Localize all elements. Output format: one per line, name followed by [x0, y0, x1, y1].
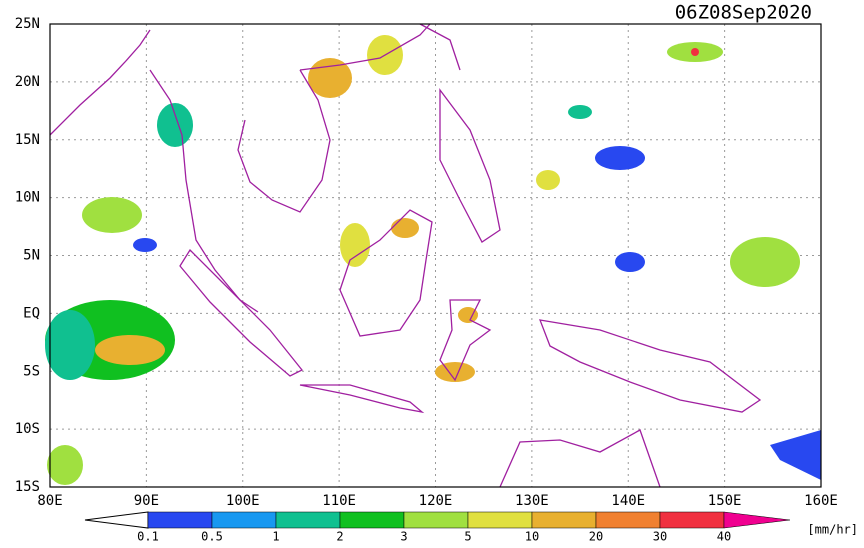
colorbar: 0.1 0.5 1 2 3 5 10 20 30 40 [mm/hr] — [84, 511, 858, 544]
lat-label: 5N — [23, 248, 40, 264]
lon-label: 160E — [804, 493, 838, 509]
coastline — [439, 299, 492, 382]
colorbar-label: 40 — [717, 530, 731, 544]
rain-area — [133, 238, 157, 252]
lat-label: 20N — [15, 74, 40, 90]
colorbar-label: 20 — [589, 530, 603, 544]
colorbar-arrow-high — [723, 511, 791, 529]
rain-area — [730, 237, 800, 287]
colorbar-box — [339, 511, 405, 529]
colorbar-unit: [mm/hr] — [807, 523, 858, 537]
map-frame — [49, 23, 822, 488]
lon-label: 110E — [322, 493, 356, 509]
coastline — [299, 23, 431, 71]
colorbar-box — [531, 511, 597, 529]
colorbar-box — [659, 511, 725, 529]
colorbar-label: 5 — [464, 530, 471, 544]
colorbar-label: 0.5 — [201, 530, 223, 544]
lon-label: 140E — [611, 493, 645, 509]
colorbar-box — [211, 511, 277, 529]
rain-area — [568, 105, 592, 119]
colorbar-label: 0.1 — [137, 530, 159, 544]
coastline — [499, 429, 661, 488]
colorbar-arrow-low — [84, 511, 149, 529]
lon-label: 100E — [226, 493, 260, 509]
rain-area — [458, 307, 478, 323]
lat-label: 25N — [15, 16, 40, 32]
rain-area — [691, 48, 699, 56]
colorbar-box — [467, 511, 533, 529]
rain-area — [47, 445, 83, 485]
lat-label: 10N — [15, 190, 40, 206]
lat-label: 10S — [15, 421, 40, 437]
colorbar-box — [275, 511, 341, 529]
colorbar-label: 3 — [400, 530, 407, 544]
rain-area — [770, 430, 821, 480]
lon-label: 130E — [515, 493, 549, 509]
colorbar-box — [147, 511, 213, 529]
coastline — [299, 384, 425, 414]
colorbar-label: 30 — [653, 530, 667, 544]
lon-label: 120E — [419, 493, 453, 509]
rain-area — [391, 218, 419, 238]
lat-label: 5S — [23, 363, 40, 379]
coastline — [538, 319, 762, 413]
coastlines — [49, 23, 762, 488]
coastline — [419, 23, 461, 71]
rain-area — [615, 252, 645, 272]
lon-label: 150E — [708, 493, 742, 509]
lon-label: 90E — [134, 493, 159, 509]
rain-area — [157, 103, 193, 147]
colorbar-label: 10 — [525, 530, 539, 544]
rain-area — [340, 223, 370, 267]
rain-area — [82, 197, 142, 233]
lat-label: 15S — [15, 479, 40, 495]
colorbar-label: 1 — [272, 530, 279, 544]
rain-areas — [45, 35, 821, 485]
coastline — [439, 88, 501, 243]
coastline — [49, 29, 151, 136]
rain-area — [536, 170, 560, 190]
rain-area — [595, 146, 645, 170]
coastline — [237, 69, 331, 213]
coastline — [339, 209, 433, 337]
lat-label: 15N — [15, 132, 40, 148]
rain-area — [95, 335, 165, 365]
lon-label: 80E — [37, 493, 62, 509]
colorbar-box — [595, 511, 661, 529]
colorbar-box — [403, 511, 469, 529]
lat-label: EQ — [23, 305, 40, 321]
grid — [50, 24, 821, 487]
rain-area — [45, 310, 95, 380]
title: 06Z08Sep2020 — [675, 2, 812, 24]
coastline — [179, 248, 304, 377]
colorbar-label: 2 — [336, 530, 343, 544]
